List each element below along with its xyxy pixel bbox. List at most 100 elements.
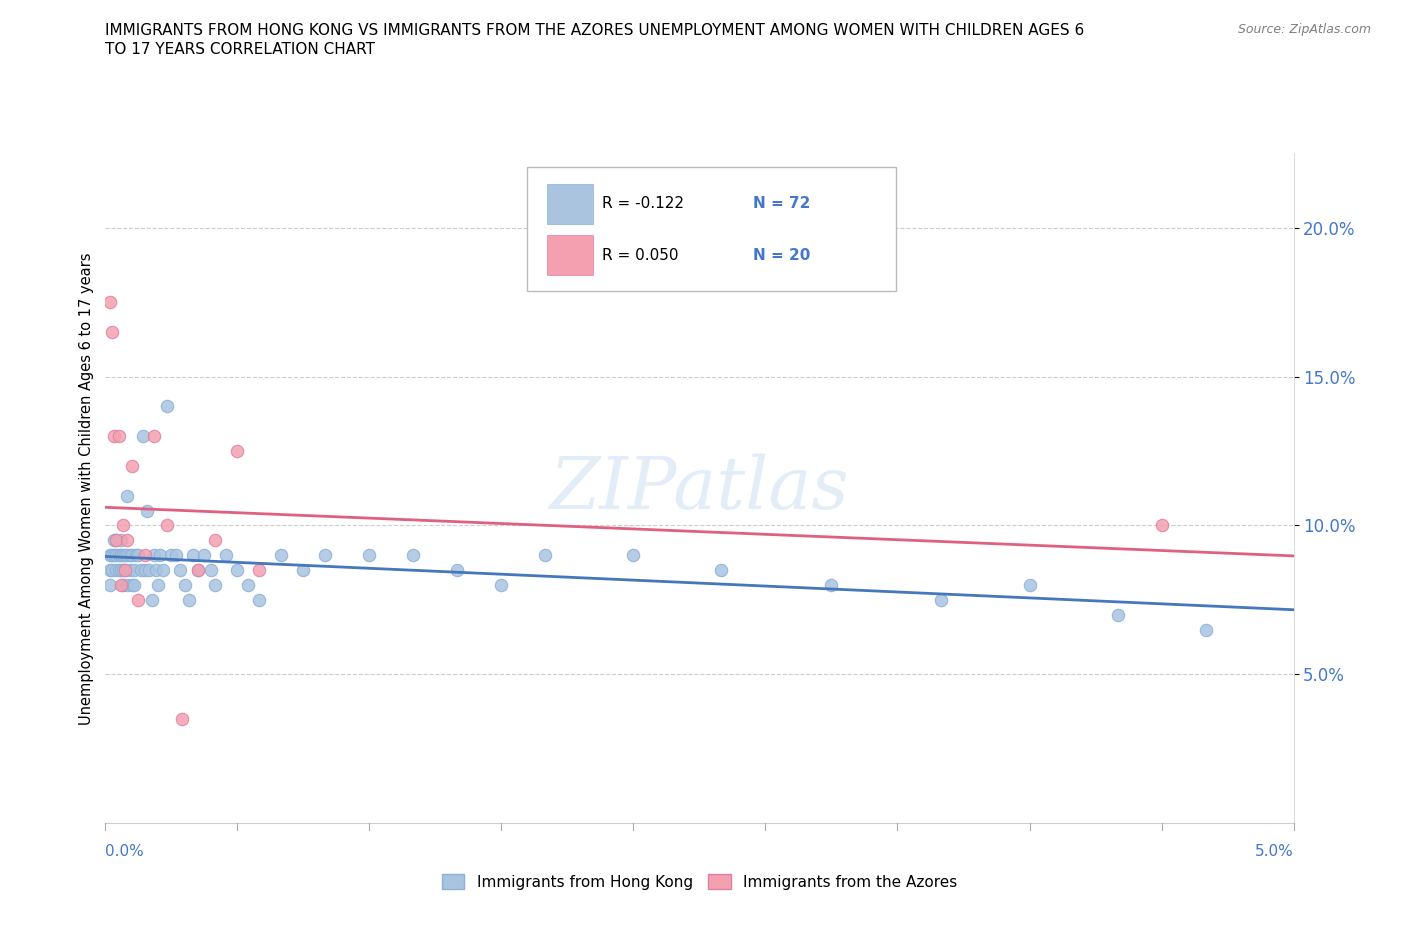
Point xyxy=(98,578,121,592)
Point xyxy=(112,563,135,578)
Point xyxy=(110,533,132,548)
Y-axis label: Unemployment Among Women with Children Ages 6 to 17 years: Unemployment Among Women with Children A… xyxy=(79,252,94,724)
Point xyxy=(134,548,156,563)
Point xyxy=(173,578,195,592)
Point xyxy=(105,533,128,548)
Point xyxy=(117,548,139,563)
Point xyxy=(118,563,141,578)
Point xyxy=(1018,578,1040,592)
Point xyxy=(114,563,136,578)
Point xyxy=(446,563,468,578)
Point xyxy=(110,578,132,592)
Point xyxy=(121,548,143,563)
Point xyxy=(127,548,149,563)
Point xyxy=(138,563,160,578)
Point xyxy=(193,548,215,563)
Point xyxy=(98,563,121,578)
Text: Source: ZipAtlas.com: Source: ZipAtlas.com xyxy=(1237,23,1371,36)
Text: 0.0%: 0.0% xyxy=(105,844,145,858)
FancyBboxPatch shape xyxy=(547,183,592,224)
Point xyxy=(114,548,136,563)
Point xyxy=(136,503,159,518)
Point xyxy=(103,533,125,548)
Point xyxy=(105,533,128,548)
Point xyxy=(129,563,152,578)
Point xyxy=(215,548,238,563)
Point xyxy=(200,563,222,578)
Point xyxy=(127,592,149,607)
Point xyxy=(142,429,165,444)
Point xyxy=(149,548,172,563)
Point xyxy=(132,429,155,444)
Point xyxy=(820,578,842,592)
Point xyxy=(105,548,128,563)
Text: IMMIGRANTS FROM HONG KONG VS IMMIGRANTS FROM THE AZORES UNEMPLOYMENT AMONG WOMEN: IMMIGRANTS FROM HONG KONG VS IMMIGRANTS … xyxy=(105,23,1084,38)
Point xyxy=(98,548,121,563)
Point xyxy=(1194,622,1216,637)
Point xyxy=(122,563,145,578)
Point xyxy=(156,518,179,533)
Text: R = -0.122: R = -0.122 xyxy=(602,196,685,211)
Point xyxy=(204,578,226,592)
Point xyxy=(121,578,143,592)
Text: N = 20: N = 20 xyxy=(754,247,810,263)
Point xyxy=(145,563,167,578)
Point xyxy=(204,533,226,548)
Point xyxy=(710,563,733,578)
Point xyxy=(187,563,209,578)
Point xyxy=(249,563,271,578)
Point xyxy=(112,518,135,533)
Point xyxy=(107,548,129,563)
Point xyxy=(103,429,125,444)
Point xyxy=(152,563,174,578)
Point xyxy=(107,429,129,444)
Point xyxy=(623,548,645,563)
Point xyxy=(1150,518,1173,533)
Point xyxy=(314,548,336,563)
Point xyxy=(226,444,249,458)
Point xyxy=(105,563,128,578)
Point xyxy=(183,548,205,563)
Point xyxy=(402,548,425,563)
Point xyxy=(121,458,143,473)
Point xyxy=(98,295,121,310)
Point xyxy=(142,548,165,563)
Point xyxy=(177,592,200,607)
Point xyxy=(156,399,179,414)
Point xyxy=(125,548,148,563)
Point xyxy=(122,578,145,592)
Text: N = 72: N = 72 xyxy=(754,196,810,211)
Point xyxy=(112,548,135,563)
Point xyxy=(931,592,953,607)
FancyBboxPatch shape xyxy=(547,235,592,275)
Point xyxy=(110,563,132,578)
Point xyxy=(172,711,194,726)
Legend: Immigrants from Hong Kong, Immigrants from the Azores: Immigrants from Hong Kong, Immigrants fr… xyxy=(436,868,963,896)
Point xyxy=(534,548,557,563)
Text: 5.0%: 5.0% xyxy=(1254,844,1294,858)
Point xyxy=(1107,607,1129,622)
Point xyxy=(117,578,139,592)
Point xyxy=(165,548,187,563)
Point xyxy=(107,563,129,578)
Point xyxy=(101,548,124,563)
Point xyxy=(134,563,156,578)
Point xyxy=(101,325,124,339)
Point xyxy=(114,563,136,578)
Point xyxy=(118,548,141,563)
Point xyxy=(292,563,315,578)
Point xyxy=(117,488,139,503)
Point xyxy=(270,548,292,563)
Text: TO 17 YEARS CORRELATION CHART: TO 17 YEARS CORRELATION CHART xyxy=(105,42,375,57)
Point xyxy=(187,563,209,578)
Point xyxy=(141,592,163,607)
Point xyxy=(148,578,170,592)
FancyBboxPatch shape xyxy=(527,166,896,291)
Point xyxy=(103,548,125,563)
Point xyxy=(169,563,191,578)
Point xyxy=(101,563,124,578)
Text: ZIPatlas: ZIPatlas xyxy=(550,453,849,524)
Point xyxy=(359,548,381,563)
Point xyxy=(117,533,139,548)
Point xyxy=(249,592,271,607)
